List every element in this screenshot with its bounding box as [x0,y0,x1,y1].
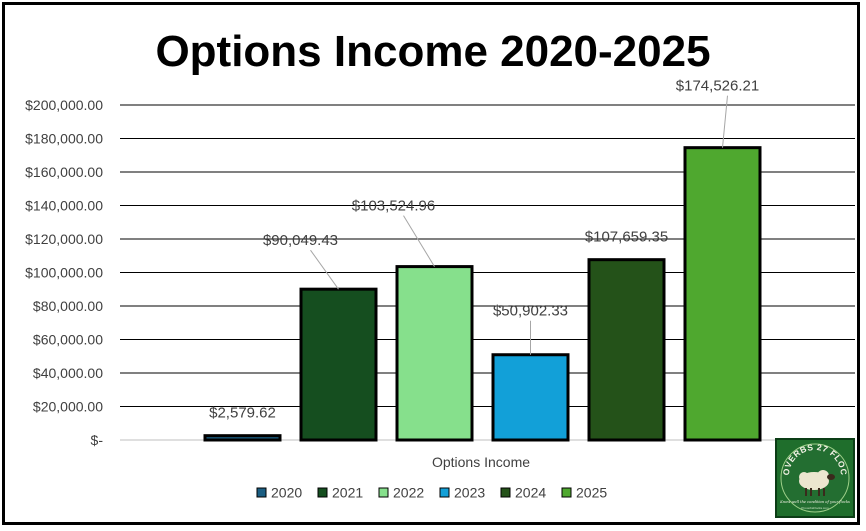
data-label-2024: $107,659.35 [585,229,668,246]
y-tick-label: $60,000.00 [33,332,103,348]
proverbs-27-flocks-logo: PROVERBS 27 FLOCKS Know well the conditi… [775,438,855,518]
y-tick-label: $100,000.00 [25,265,103,281]
legend-label-2023: 2023 [454,485,485,501]
legend-swatch-2020 [256,487,267,498]
y-tick-label: $120,000.00 [25,231,103,247]
bars [203,146,762,442]
legend-label-2022: 2022 [393,485,424,501]
legend: 2020 2021 2022 2023 2024 2025 [256,485,607,501]
bar-2025 [683,146,762,442]
bar-2024 [587,258,666,442]
legend-swatch-2021 [317,487,328,498]
data-labels: $2,579.62 $90,049.43 $103,524.96 $50,902.33… [209,78,759,422]
data-label-2020: $2,579.62 [209,405,276,422]
y-tick-label: $180,000.00 [25,131,103,147]
sheep-logo-icon: PROVERBS 27 FLOCKS Know well the conditi… [777,440,850,513]
y-tick-label: $80,000.00 [33,298,103,314]
data-label-2023: $50,902.33 [493,303,568,320]
bar-2020 [203,434,282,442]
data-label-2025: $174,526.21 [676,78,759,95]
bar-2022 [395,265,474,442]
label-leader-line [310,249,339,290]
label-leader-line [403,215,435,267]
y-tick-label: $20,000.00 [33,399,103,415]
legend-label-2024: 2024 [515,485,546,501]
legend-swatch-2025 [561,487,572,498]
bar-2023 [491,353,570,442]
legend-label-2020: 2020 [271,485,302,501]
legend-swatch-2022 [378,487,389,498]
y-tick-label: $40,000.00 [33,365,103,381]
y-tick-label: $200,000.00 [25,97,103,113]
bar-2021 [299,287,378,442]
x-axis-label: Options Income [432,454,530,470]
logo-tagline: Know well the condition of your flocks [779,500,850,504]
legend-label-2021: 2021 [332,485,363,501]
y-tick-label: $140,000.00 [25,198,103,214]
logo-fine-print: ProverbsFlocks.com [801,506,829,510]
data-label-2021: $90,049.43 [263,232,338,249]
y-axis-tick-labels: $- $20,000.00 $40,000.00 $60,000.00 $80,000.… [25,97,103,448]
data-label-2022: $103,524.96 [352,198,435,215]
legend-swatch-2024 [500,487,511,498]
y-tick-label: $160,000.00 [25,164,103,180]
y-tick-label: $- [91,432,104,448]
legend-label-2025: 2025 [576,485,607,501]
legend-swatch-2023 [439,487,450,498]
chart-title: Options Income 2020-2025 [155,27,710,76]
label-leader-line [722,95,728,148]
